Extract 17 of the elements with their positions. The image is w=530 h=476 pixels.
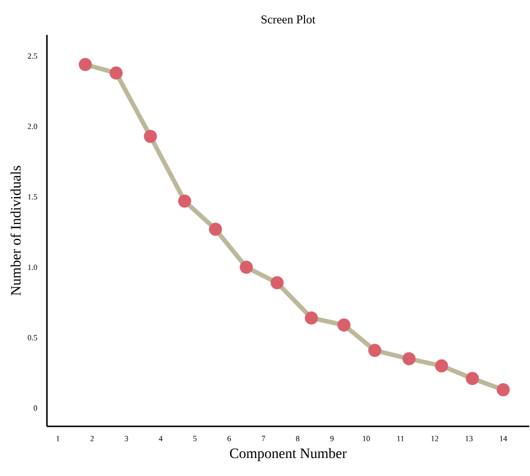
point bbox=[270, 276, 284, 290]
point bbox=[368, 344, 382, 357]
point bbox=[178, 194, 192, 208]
point bbox=[337, 318, 350, 332]
point bbox=[435, 359, 448, 372]
point bbox=[402, 352, 416, 366]
point bbox=[208, 222, 222, 236]
point bbox=[466, 372, 479, 385]
chart-title: Screen Plot bbox=[262, 14, 316, 24]
point bbox=[144, 130, 157, 143]
x-axis-title: Component Number bbox=[230, 448, 347, 461]
point bbox=[304, 311, 318, 324]
point bbox=[110, 66, 123, 80]
point bbox=[240, 260, 253, 274]
point bbox=[78, 58, 92, 71]
point bbox=[496, 383, 510, 396]
y-axis-title: Number of Individuals bbox=[10, 166, 21, 296]
